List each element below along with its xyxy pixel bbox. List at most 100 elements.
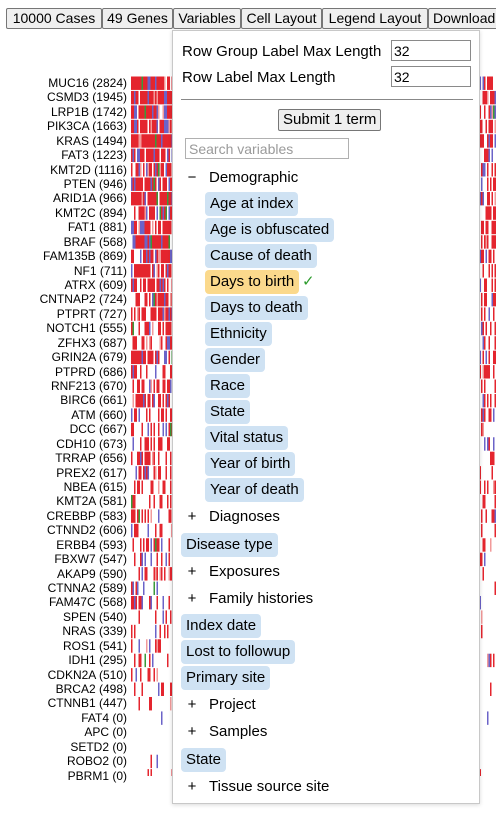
heatmap-cell[interactable] (145, 322, 147, 335)
heatmap-cell[interactable] (131, 408, 133, 421)
heatmap-cell[interactable] (139, 105, 141, 118)
heatmap-cell[interactable] (133, 250, 135, 263)
heatmap-cell[interactable] (142, 264, 144, 277)
heatmap-cell[interactable] (149, 206, 151, 219)
heatmap-cell[interactable] (140, 466, 142, 479)
heatmap-cell[interactable] (143, 538, 145, 551)
gene-label[interactable]: DCC (667) (70, 422, 127, 436)
heatmap-cell[interactable] (487, 206, 489, 219)
heatmap-cell[interactable] (149, 596, 151, 609)
heatmap-cell[interactable] (139, 192, 141, 205)
heatmap-cell[interactable] (484, 279, 486, 292)
heatmap-cell[interactable] (486, 365, 488, 378)
heatmap-cell[interactable] (486, 293, 488, 306)
heatmap-cell[interactable] (163, 307, 165, 320)
heatmap-cell[interactable] (131, 625, 133, 638)
heatmap-cell[interactable] (167, 293, 169, 306)
heatmap-cell[interactable] (145, 77, 147, 90)
heatmap-cell[interactable] (145, 192, 147, 205)
heatmap-cell[interactable] (167, 394, 169, 407)
heatmap-cell[interactable] (161, 235, 163, 248)
heatmap-cell[interactable] (145, 553, 147, 566)
heatmap-cell[interactable] (137, 481, 139, 494)
tree-branch-samples[interactable]: + Samples (173, 720, 479, 744)
heatmap-cell[interactable] (152, 293, 154, 306)
gene-label[interactable]: SETD2 (0) (70, 740, 127, 754)
heatmap-cell[interactable] (484, 163, 486, 176)
heatmap-cell[interactable] (145, 134, 147, 147)
heatmap-cell[interactable] (133, 596, 135, 609)
row-group-label-max-length-input[interactable] (391, 40, 471, 61)
heatmap-cell[interactable] (143, 582, 145, 595)
heatmap-cell[interactable] (136, 279, 138, 292)
heatmap-cell[interactable] (169, 163, 171, 176)
heatmap-cell[interactable] (148, 509, 150, 522)
heatmap-cell[interactable] (143, 163, 145, 176)
term-days-to-birth[interactable]: Days to birth (205, 270, 299, 294)
heatmap-cell[interactable] (145, 293, 147, 306)
heatmap-cell[interactable] (487, 134, 489, 147)
heatmap-cell[interactable] (136, 466, 138, 479)
heatmap-cell[interactable] (134, 596, 136, 609)
heatmap-cell[interactable] (489, 264, 491, 277)
heatmap-cell[interactable] (157, 163, 159, 176)
heatmap-cell[interactable] (139, 293, 141, 306)
heatmap-cell[interactable] (484, 365, 486, 378)
heatmap-cell[interactable] (131, 307, 133, 320)
heatmap-cell[interactable] (136, 120, 138, 133)
heatmap-cell[interactable] (140, 596, 142, 609)
heatmap-cell[interactable] (492, 192, 494, 205)
heatmap-cell[interactable] (137, 452, 139, 465)
heatmap-cell[interactable] (493, 351, 495, 364)
heatmap-cell[interactable] (151, 120, 153, 133)
heatmap-cell[interactable] (148, 250, 150, 263)
heatmap-cell[interactable] (157, 149, 159, 162)
heatmap-cell[interactable] (169, 351, 171, 364)
heatmap-cell[interactable] (484, 538, 486, 551)
heatmap-cell[interactable] (166, 423, 168, 436)
heatmap-cell[interactable] (160, 192, 162, 205)
heatmap-cell[interactable] (490, 250, 492, 263)
heatmap-cell[interactable] (166, 105, 168, 118)
heatmap-cell[interactable] (142, 481, 144, 494)
heatmap-cell[interactable] (149, 668, 151, 681)
heatmap-cell[interactable] (160, 134, 162, 147)
heatmap-cell[interactable] (131, 639, 133, 652)
heatmap-cell[interactable] (152, 221, 154, 234)
heatmap-cell[interactable] (136, 192, 138, 205)
heatmap-cell[interactable] (166, 235, 168, 248)
heatmap-cell[interactable] (133, 380, 135, 393)
heatmap-cell[interactable] (161, 495, 163, 508)
heatmap-cell[interactable] (134, 77, 136, 90)
heatmap-cell[interactable] (137, 235, 139, 248)
heatmap-cell[interactable] (161, 91, 163, 104)
heatmap-cell[interactable] (163, 206, 165, 219)
heatmap-cell[interactable] (481, 235, 483, 248)
gene-label[interactable]: AKAP9 (590) (57, 567, 127, 581)
heatmap-cell[interactable] (134, 553, 136, 566)
heatmap-cell[interactable] (486, 322, 488, 335)
heatmap-cell[interactable] (484, 77, 486, 90)
heatmap-cell[interactable] (483, 351, 485, 364)
heatmap-cell[interactable] (146, 452, 148, 465)
heatmap-cell[interactable] (167, 149, 169, 162)
heatmap-cell[interactable] (140, 105, 142, 118)
heatmap-cell[interactable] (481, 192, 483, 205)
heatmap-cell[interactable] (493, 235, 495, 248)
heatmap-cell[interactable] (133, 178, 135, 191)
heatmap-cell[interactable] (140, 221, 142, 234)
heatmap-cell[interactable] (151, 250, 153, 263)
heatmap-cell[interactable] (157, 91, 159, 104)
heatmap-cell[interactable] (146, 77, 148, 90)
heatmap-cell[interactable] (490, 322, 492, 335)
heatmap-cell[interactable] (146, 466, 148, 479)
heatmap-cell[interactable] (137, 192, 139, 205)
heatmap-cell[interactable] (154, 394, 156, 407)
heatmap-cell[interactable] (167, 134, 169, 147)
heatmap-cell[interactable] (158, 105, 160, 118)
heatmap-cell[interactable] (163, 423, 165, 436)
heatmap-cell[interactable] (486, 149, 488, 162)
heatmap-cell[interactable] (493, 437, 495, 450)
heatmap-cell[interactable] (134, 654, 136, 667)
heatmap-cell[interactable] (158, 481, 160, 494)
